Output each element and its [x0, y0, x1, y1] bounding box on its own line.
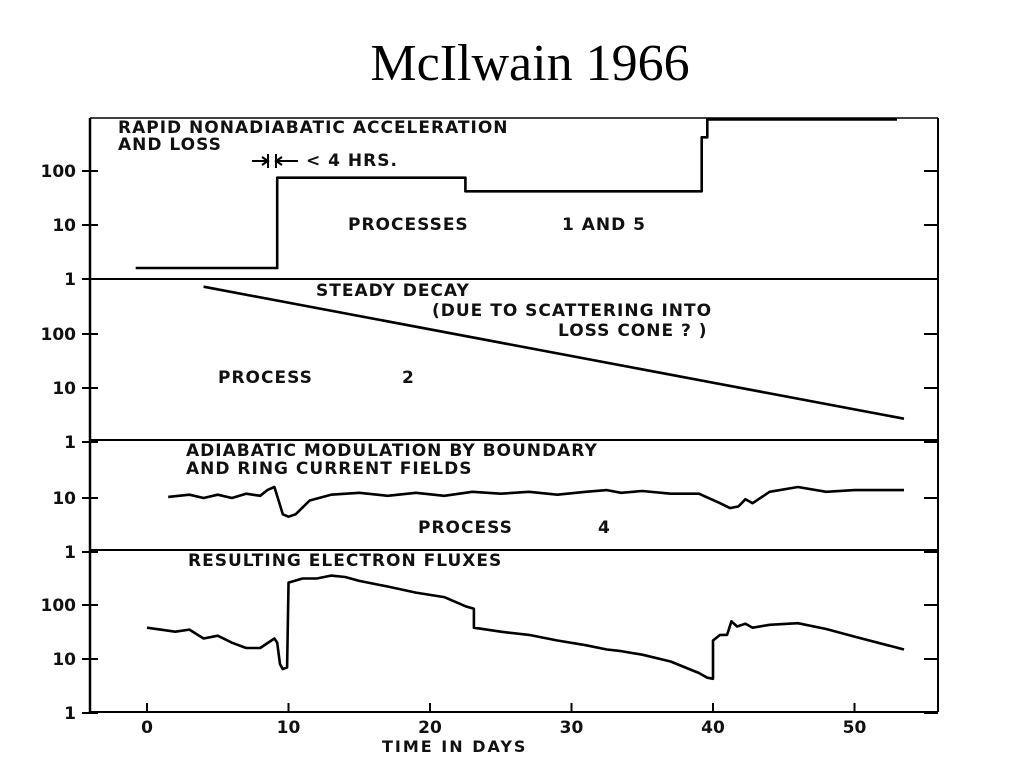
panel1-process-number: 1 AND 5: [562, 215, 646, 235]
panel2-y-tick-label: 10: [52, 379, 76, 399]
panel2-series-line: [203, 285, 905, 420]
panel2-label-line3: LOSS CONE ? ): [558, 321, 708, 341]
panel1-y-tick-label: 100: [41, 162, 77, 182]
x-tick-label: 10: [277, 718, 301, 738]
duration-marker-icon: [252, 154, 298, 168]
panel3-y-tick-label: 10: [52, 489, 76, 509]
panel4-label: RESULTING ELECTRON FLUXES: [188, 551, 502, 571]
panel4-y-tick-label: 1: [64, 704, 76, 724]
panel2-y-tick-label: 100: [41, 325, 77, 345]
panel3-label-line1: ADIABATIC MODULATION BY BOUNDARY: [186, 441, 598, 461]
x-tick-label: 50: [843, 718, 867, 738]
x-axis-title: TIME IN DAYS: [382, 737, 527, 756]
x-tick-label: 30: [560, 718, 584, 738]
chart-panels: 1 10 100 1 10 100 1 10 1 10 100 0 10 20 30 40 50: [41, 117, 939, 738]
panel3-y-tick-label: 1: [64, 543, 76, 563]
panel2-label-line1: STEADY DECAY: [316, 281, 470, 301]
panel2-y-tick-label: 1: [64, 433, 76, 453]
panel4-series-line: [146, 574, 905, 681]
panel3-process-number: 4: [598, 518, 611, 538]
panel4-y-tick-label: 100: [41, 596, 77, 616]
panel2-process-label: PROCESS: [218, 368, 313, 388]
panel2-label-line2: (DUE TO SCATTERING INTO: [432, 301, 712, 321]
x-tick-label: 20: [418, 718, 442, 738]
panel1-label-line1: RAPID NONADIABATIC ACCELERATION: [118, 118, 509, 138]
panel1-label-line2: AND LOSS: [118, 135, 222, 155]
panel1-y-tick-label: 10: [52, 216, 76, 236]
x-tick-label: 0: [141, 718, 153, 738]
panel1-process-label: PROCESSES: [348, 215, 469, 235]
x-tick-label: 40: [701, 718, 725, 738]
panel3-label-line2: AND RING CURRENT FIELDS: [186, 459, 472, 479]
panel3-process-label: PROCESS: [418, 518, 513, 538]
panel2-process-number: 2: [402, 368, 415, 388]
panel3-series-line: [168, 485, 904, 518]
panel1-annotation: < 4 HRS.: [306, 151, 398, 171]
panel1-series-line: [135, 118, 897, 270]
panel4-y-tick-label: 10: [52, 650, 76, 670]
panel1-y-tick-label: 1: [64, 270, 76, 290]
slide-title: McIlwain 1966: [370, 35, 690, 92]
